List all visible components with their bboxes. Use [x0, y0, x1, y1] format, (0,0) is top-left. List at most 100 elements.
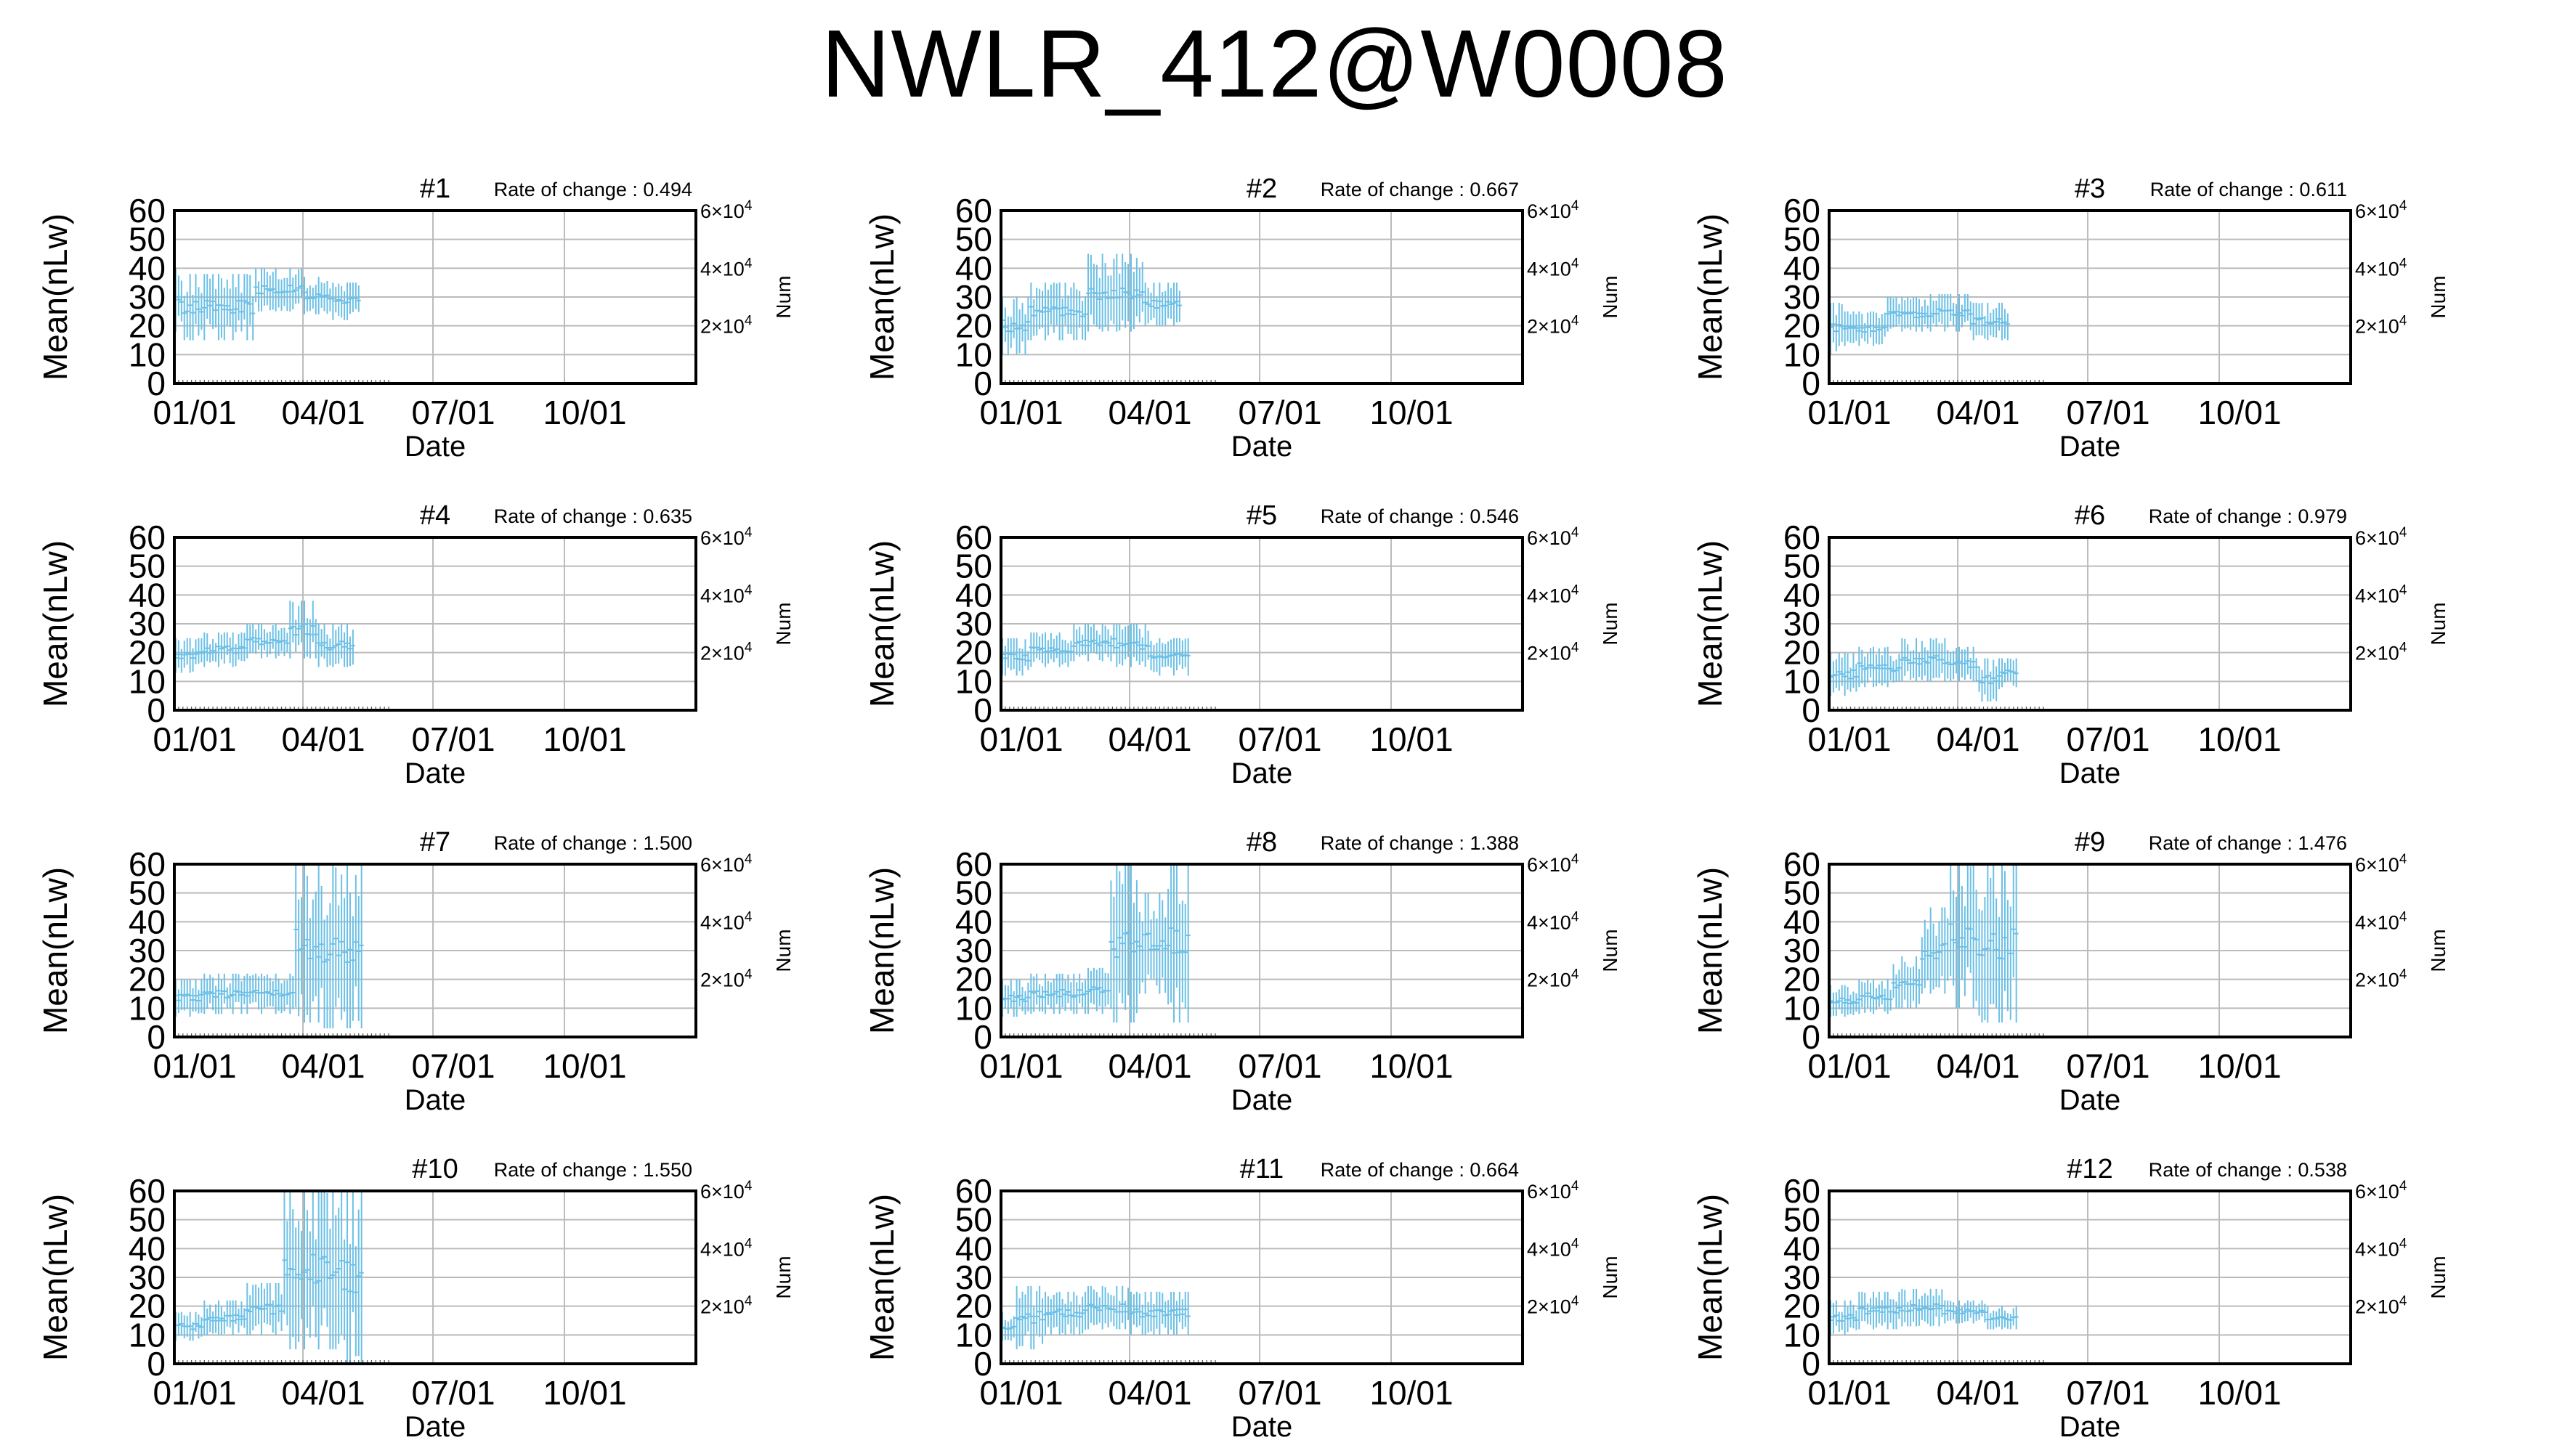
x-tick-label: 10/01	[543, 720, 626, 758]
y-tick-label: 20	[1783, 307, 1820, 345]
right-axis-label: Num	[2427, 929, 2449, 972]
y-tick-label: 20	[955, 1288, 992, 1325]
right-tick-label: 2×104	[2355, 314, 2407, 338]
y-tick-label: 0	[147, 691, 166, 729]
rate-of-change: Rate of change : 0.611	[2150, 179, 2347, 200]
rate-of-change: Rate of change : 0.667	[1321, 179, 1519, 200]
y-tick-label: 30	[129, 932, 166, 969]
subplot-title: #7	[420, 827, 450, 858]
y-tick-label: 10	[1783, 989, 1820, 1027]
right-axis-label: Num	[772, 275, 795, 318]
plot-frame	[1828, 209, 2352, 385]
y-tick-label: 10	[955, 335, 992, 373]
right-tick-label: 4×104	[1527, 582, 1579, 606]
x-axis-label: Date	[405, 431, 466, 463]
right-tick-label: 2×104	[700, 1294, 753, 1318]
y-tick-label: 0	[973, 1018, 992, 1056]
y-axis-label: Mean(nLw)	[1691, 540, 1729, 707]
right-tick-label: 2×104	[1527, 640, 1579, 664]
x-tick-label: 04/01	[281, 1374, 365, 1412]
right-axis-label: Num	[772, 602, 795, 645]
y-tick-label: 0	[1802, 1345, 1820, 1383]
x-axis-label: Date	[1231, 1084, 1293, 1116]
rate-of-change: Rate of change : 1.550	[494, 1159, 692, 1181]
subplot-title: #9	[2075, 827, 2105, 858]
y-tick-label: 30	[955, 278, 992, 316]
right-tick-label: 6×104	[2355, 525, 2407, 549]
x-tick-label: 10/01	[2197, 1374, 2281, 1412]
x-tick-label: 10/01	[2197, 720, 2281, 758]
right-tick-label: 4×104	[700, 1236, 753, 1260]
x-tick-label: 04/01	[1936, 720, 2019, 758]
y-axis-label: Mean(nLw)	[863, 867, 901, 1034]
right-tick-label: 4×104	[2355, 909, 2407, 933]
x-tick-label: 01/01	[1807, 1047, 1891, 1085]
right-axis-label: Num	[1599, 1256, 1621, 1298]
x-tick-label: 04/01	[1936, 1047, 2019, 1085]
x-axis-label: Date	[1231, 1411, 1293, 1443]
x-tick-label: 07/01	[411, 394, 495, 431]
y-tick-label: 50	[955, 548, 992, 585]
x-tick-label: 04/01	[1936, 1374, 2019, 1412]
x-tick-label: 07/01	[1238, 394, 1321, 431]
x-tick-label: 07/01	[411, 1047, 495, 1085]
y-tick-label: 40	[955, 1229, 992, 1267]
plot-frame	[1828, 863, 2352, 1038]
x-axis-label: Date	[2059, 757, 2121, 789]
plot-frame	[1000, 536, 1524, 712]
page-title: NWLR_412@W0008	[821, 10, 1728, 117]
y-tick-label: 50	[955, 221, 992, 259]
right-tick-label: 4×104	[2355, 256, 2407, 280]
right-tick-label: 4×104	[700, 582, 753, 606]
x-tick-label: 07/01	[2066, 394, 2149, 431]
rate-of-change: Rate of change : 0.546	[1321, 505, 1519, 527]
y-tick-label: 0	[147, 365, 166, 402]
subplot-title: #1	[420, 174, 450, 204]
x-tick-label: 10/01	[1369, 1047, 1453, 1085]
right-axis-label: Num	[772, 1256, 795, 1298]
y-tick-label: 50	[129, 221, 166, 259]
y-tick-label: 60	[955, 192, 992, 229]
y-tick-label: 40	[129, 903, 166, 940]
x-tick-label: 04/01	[281, 720, 365, 758]
plot-frame	[173, 209, 697, 385]
x-axis-label: Date	[2059, 431, 2121, 463]
x-axis-label: Date	[405, 757, 466, 789]
y-tick-label: 20	[129, 307, 166, 345]
right-tick-label: 4×104	[700, 909, 753, 933]
y-tick-label: 60	[955, 1172, 992, 1210]
rate-of-change: Rate of change : 0.635	[494, 505, 692, 527]
y-tick-label: 10	[129, 335, 166, 373]
x-tick-label: 01/01	[1807, 720, 1891, 758]
y-tick-label: 0	[973, 365, 992, 402]
y-tick-label: 10	[129, 662, 166, 700]
y-tick-label: 60	[1783, 1172, 1820, 1210]
y-tick-label: 60	[129, 1172, 166, 1210]
x-tick-label: 04/01	[1108, 1047, 1191, 1085]
y-axis-label: Mean(nLw)	[36, 540, 74, 707]
y-tick-label: 30	[955, 1258, 992, 1296]
right-axis-label: Num	[772, 929, 795, 972]
right-tick-label: 4×104	[2355, 1236, 2407, 1260]
y-tick-label: 10	[129, 1316, 166, 1354]
subplot-title: #8	[1247, 827, 1277, 858]
subplot-title: #11	[1240, 1154, 1284, 1184]
right-tick-label: 6×104	[1527, 198, 1579, 222]
right-axis-label: Num	[2427, 1256, 2449, 1298]
y-axis-label: Mean(nLw)	[863, 213, 901, 381]
y-tick-label: 30	[955, 605, 992, 643]
y-tick-label: 30	[955, 932, 992, 969]
y-tick-label: 10	[955, 1316, 992, 1354]
right-tick-label: 2×104	[1527, 967, 1579, 991]
y-tick-label: 60	[1783, 845, 1820, 883]
x-tick-label: 10/01	[543, 1047, 626, 1085]
y-tick-label: 30	[1783, 1258, 1820, 1296]
rate-of-change: Rate of change : 1.476	[2149, 832, 2347, 854]
right-tick-label: 2×104	[2355, 640, 2407, 664]
x-tick-label: 10/01	[2197, 394, 2281, 431]
